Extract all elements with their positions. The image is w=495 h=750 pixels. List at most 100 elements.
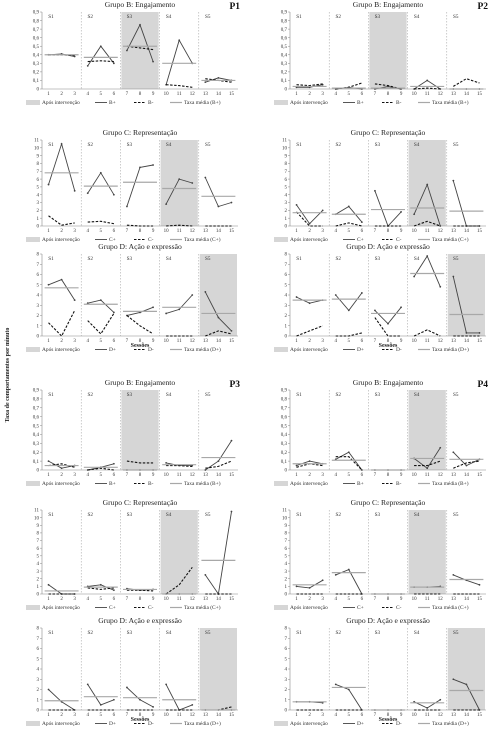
y-tick-label: 4 — [285, 668, 288, 673]
x-tick-label: 6 — [361, 473, 364, 478]
data-point — [204, 291, 207, 293]
series-line-positive — [165, 39, 193, 85]
intervention-area — [121, 390, 159, 470]
data-point — [217, 460, 220, 463]
x-tick-label: 6 — [113, 597, 116, 602]
chart-P4-B: Grupo B: Engajamento P4 0 0,1 0,2 0,3 0,4 0,5 0,… — [274, 378, 488, 487]
session-label: S5 — [205, 142, 211, 148]
y-tick-label: 0,3 — [281, 62, 288, 67]
y-tick-label: 0,5 — [33, 424, 40, 429]
x-tick-label: 7 — [126, 339, 129, 344]
session-label: S4 — [166, 512, 172, 518]
legend: Após intervenção C+ C- Taxa média (C+) — [26, 236, 221, 243]
legend-mean: Taxa média (D+) — [184, 346, 221, 353]
y-tick-label: 0,7 — [281, 28, 288, 33]
data-point — [165, 683, 168, 686]
y-tick-label: 6 — [285, 178, 288, 183]
session-label: S1 — [48, 512, 54, 518]
y-tick-label: 8 — [37, 532, 40, 537]
x-tick-label: 10 — [164, 597, 170, 602]
x-tick-label: 7 — [126, 473, 129, 478]
data-point — [308, 222, 311, 225]
y-tick-label: 5 — [285, 186, 288, 191]
x-tick-label: 6 — [113, 229, 116, 234]
x-tick-label: 5 — [100, 713, 103, 718]
x-tick-label: 10 — [412, 597, 418, 602]
x-tick-label: 14 — [464, 92, 470, 97]
data-point — [334, 574, 337, 576]
data-point — [191, 703, 194, 706]
x-tick-label: 12 — [190, 713, 196, 718]
series-line-positive — [374, 307, 402, 325]
y-tick-label: 5 — [285, 283, 288, 288]
x-tick-label: 4 — [334, 597, 337, 602]
participant-label: P2 — [477, 2, 488, 12]
x-tick-label: 7 — [374, 473, 377, 478]
x-tick-label: 2 — [308, 713, 311, 718]
x-tick-label: 4 — [86, 473, 89, 478]
x-tick-label: 9 — [400, 597, 403, 602]
data-point — [452, 451, 455, 454]
x-tick-label: 1 — [295, 229, 298, 234]
y-tick-label: 4 — [37, 562, 40, 567]
x-tick-label: 13 — [203, 339, 209, 344]
session-label: S5 — [205, 512, 211, 518]
chart-P3-B: Grupo B: Engajamento P3 0 0,1 0,2 0,3 0,4 0,5 0,… — [26, 378, 240, 487]
session-label: S4 — [166, 142, 172, 148]
legend-positive: D+ — [357, 721, 364, 727]
x-tick-label: 14 — [216, 597, 222, 602]
data-point — [295, 203, 298, 206]
series-line-negative — [296, 211, 323, 227]
legend: Após intervenção B+ B- Taxa média (B+) — [26, 99, 221, 106]
x-tick-label: 9 — [400, 92, 403, 97]
data-point — [439, 698, 442, 701]
data-point — [204, 574, 207, 576]
series-line-negative — [413, 329, 441, 337]
x-tick-label: 12 — [438, 92, 444, 97]
series-line-negative — [126, 224, 154, 227]
y-tick-label: 3 — [37, 201, 40, 206]
x-tick-label: 8 — [387, 473, 390, 478]
legend-negative: C- — [148, 605, 154, 611]
series-line-negative — [374, 317, 402, 337]
legend-positive: C+ — [357, 605, 364, 611]
data-point — [230, 510, 233, 513]
y-tick-label: 8 — [285, 627, 288, 632]
data-point — [413, 213, 416, 216]
series-line-positive — [48, 279, 76, 301]
y-tick-label: 0,9 — [33, 389, 40, 394]
series-line-negative — [414, 87, 441, 90]
x-tick-label: 12 — [190, 229, 196, 234]
session-label: S2 — [87, 14, 93, 20]
session-label: S2 — [335, 256, 341, 262]
data-point — [360, 469, 363, 471]
x-tick-label: 2 — [308, 339, 311, 344]
data-point — [73, 299, 76, 302]
x-tick-label: 14 — [464, 473, 470, 478]
series-line-negative — [414, 460, 441, 467]
x-tick-label: 2 — [60, 597, 63, 602]
legend-negative: C- — [148, 237, 154, 243]
chart-title: Grupo C: Representação — [351, 128, 426, 137]
legend-mean: Taxa média (B+) — [432, 99, 469, 106]
series-line-negative — [296, 325, 323, 337]
series-line-positive — [335, 683, 363, 711]
x-tick-label: 9 — [152, 339, 155, 344]
series-line-positive — [87, 171, 115, 195]
y-tick-label: 0 — [285, 593, 288, 598]
x-tick-label: 8 — [139, 339, 142, 344]
x-tick-label: 5 — [348, 597, 351, 602]
session-label: S4 — [414, 512, 420, 518]
y-tick-label: 0 — [285, 335, 288, 340]
x-tick-label: 10 — [412, 92, 418, 97]
y-tick-label: 9 — [285, 154, 288, 159]
series-line-positive — [204, 177, 232, 208]
y-tick-label: 5 — [285, 555, 288, 560]
data-point — [321, 209, 324, 212]
x-tick-label: 13 — [203, 597, 209, 602]
x-tick-label: 3 — [321, 92, 324, 97]
data-point — [126, 686, 128, 689]
x-tick-label: 5 — [348, 229, 351, 234]
x-tick-label: 8 — [139, 92, 142, 97]
